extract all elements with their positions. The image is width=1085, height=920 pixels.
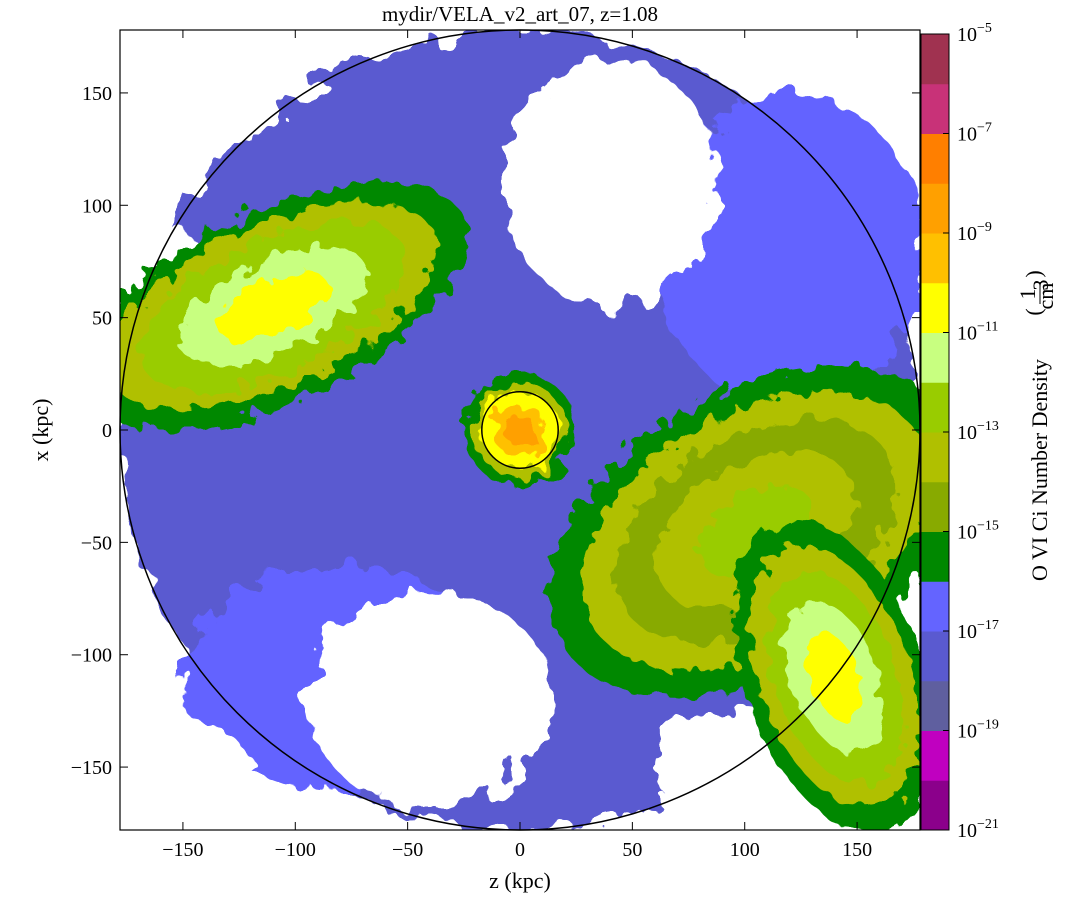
unit-exponent: 3 xyxy=(1028,280,1053,291)
y-tick-label: −150 xyxy=(71,757,112,779)
y-tick-label: 150 xyxy=(82,83,112,105)
void-region xyxy=(306,591,554,808)
colorbar xyxy=(920,33,950,831)
colorbar-segment xyxy=(921,631,949,682)
x-tick-label: −100 xyxy=(275,839,316,861)
colorbar-ticks: 10−5 10−7 10−9 10−11 10−13 10−15 10−17 10−19 10−… xyxy=(943,21,999,842)
unit-close-paren: ) xyxy=(1021,270,1046,277)
y-tick-label: −100 xyxy=(71,645,112,667)
colorbar-tick-label: 10−9 xyxy=(957,220,992,245)
colorbar-label: O VI Ci Number Density ( 1 cm 3 ) xyxy=(1015,270,1058,581)
colorbar-segment xyxy=(921,481,949,532)
colorbar-segment xyxy=(921,282,949,333)
colorbar-segment xyxy=(921,133,949,184)
x-tick-label: 100 xyxy=(730,839,760,861)
unit-open-paren: ( xyxy=(1021,308,1046,315)
unit-numerator: 1 xyxy=(1015,289,1040,300)
y-tick-label: 100 xyxy=(82,195,112,217)
x-tick-label: −150 xyxy=(162,839,203,861)
x-tick-label: 50 xyxy=(622,839,642,861)
colorbar-segment xyxy=(921,680,949,731)
colorbar-tick-label: 10−17 xyxy=(957,618,999,643)
void-region xyxy=(502,59,718,307)
colorbar-segment xyxy=(921,332,949,383)
colorbar-segment xyxy=(921,780,949,831)
x-tick-label: 150 xyxy=(842,839,872,861)
colorbar-segment xyxy=(921,183,949,234)
colorbar-tick-label: 10−5 xyxy=(957,21,992,46)
colorbar-tick-label: 10−15 xyxy=(957,519,999,544)
colorbar-segment xyxy=(921,432,949,483)
core xyxy=(504,414,536,446)
colorbar-segment xyxy=(921,233,949,284)
chart-title: mydir/VELA_v2_art_07, z=1.08 xyxy=(381,2,659,26)
void-region xyxy=(120,722,251,813)
colorbar-tick-label: 10−11 xyxy=(957,320,998,345)
colorbar-segment xyxy=(921,34,949,85)
x-axis-label: z (kpc) xyxy=(489,868,551,893)
colorbar-tick-label: 10−13 xyxy=(957,419,999,444)
y-axis-ticks: −150 −100 −50 0 50 100 150 xyxy=(71,83,920,779)
x-tick-label: −50 xyxy=(392,839,423,861)
y-tick-label: 0 xyxy=(102,420,112,442)
y-tick-label: −50 xyxy=(81,532,112,554)
inner-radius-circle xyxy=(481,391,559,469)
x-axis-ticks: −150 −100 −50 0 50 100 150 xyxy=(162,30,872,861)
density-map xyxy=(120,30,920,830)
unit-denominator: cm xyxy=(1033,283,1058,310)
colorbar-segment xyxy=(921,581,949,632)
disk-plume-upper-left xyxy=(218,271,328,342)
colorbar-segment xyxy=(921,531,949,582)
colorbar-segment xyxy=(921,382,949,433)
y-tick-label: 50 xyxy=(92,308,112,330)
colorbar-tick-label: 10−19 xyxy=(957,718,999,743)
colorbar-label-text: O VI Ci Number Density xyxy=(1027,359,1052,581)
colorbar-segment xyxy=(921,83,949,134)
colorbar-segment xyxy=(921,730,949,781)
colorbar-tick-label: 10−7 xyxy=(957,121,992,146)
colorbar-tick-label: 10−21 xyxy=(957,817,999,842)
y-axis-label: x (kpc) xyxy=(28,399,53,462)
x-tick-label: 0 xyxy=(515,839,525,861)
halo-region xyxy=(654,92,920,408)
